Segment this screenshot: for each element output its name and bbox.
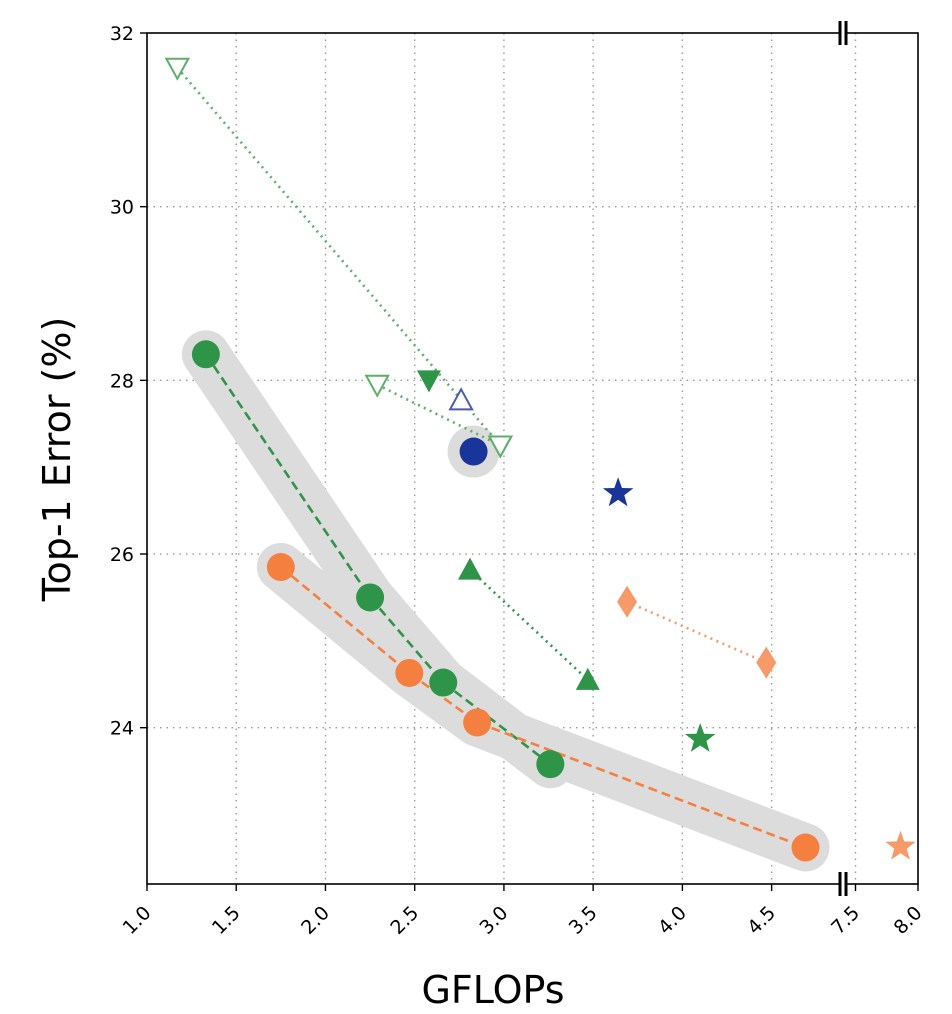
x-tick-label: 1.5: [208, 902, 245, 939]
highlight-band: [181, 330, 575, 789]
axis-break-marks: [838, 21, 848, 896]
triangle-down-marker: [416, 370, 441, 393]
data-points: [164, 57, 916, 862]
y-ticks: 24 26 28 30 32: [110, 23, 147, 740]
triangle-down-open-marker: [487, 435, 514, 459]
series-line: [204, 353, 552, 766]
x-tick-label: 8.0: [890, 902, 927, 939]
highlight-bands: [181, 330, 830, 872]
triangle-down-open-marker: [364, 374, 390, 398]
y-tick-label: 26: [110, 544, 134, 566]
series-line: [176, 66, 502, 447]
series-line: [469, 568, 589, 681]
series-lines: [176, 66, 806, 849]
plot-frame: [146, 32, 919, 885]
y-tick-label: 30: [110, 197, 134, 219]
triangle-up-marker: [575, 667, 600, 690]
triangle-up-open-marker: [448, 387, 474, 411]
star-marker: [602, 477, 634, 507]
x-tick-label: 3.0: [476, 902, 513, 939]
circle-marker: [459, 437, 488, 466]
circle-marker: [395, 658, 424, 687]
x-tick-label: 4.0: [654, 902, 691, 939]
circle-marker: [536, 750, 565, 779]
series-line: [279, 565, 806, 849]
circle-marker: [356, 583, 385, 612]
x-tick-label: 7.5: [827, 902, 864, 939]
highlight-band: [256, 543, 830, 872]
circle-marker: [191, 340, 220, 369]
break-gap: [840, 872, 846, 896]
y-tick-label: 32: [110, 23, 134, 45]
x-tick-label: 2.5: [386, 902, 423, 939]
star-marker: [885, 830, 916, 860]
circle-marker: [791, 833, 820, 862]
x-tick-label: 3.5: [565, 902, 602, 939]
triangle-up-marker: [458, 557, 483, 580]
x-tick-label: 4.5: [743, 902, 780, 939]
break-gap: [840, 21, 846, 45]
x-axis-label: GFLOPs: [421, 968, 564, 1012]
series-line: [626, 600, 767, 664]
y-tick-label: 28: [110, 370, 134, 392]
circle-marker: [429, 668, 458, 697]
diamond-marker: [756, 646, 777, 679]
diamond-marker: [617, 585, 638, 618]
star-marker: [685, 723, 716, 752]
x-tick-label: 2.0: [297, 902, 334, 939]
triangle-down-open-marker: [164, 57, 191, 81]
plot-border: [146, 32, 919, 885]
y-axis-label: Top-1 Error (%): [35, 317, 79, 603]
x-ticks: 1.0 1.5 2.0 2.5 3.0 3.5 4.0 4.5 7.5 8.0: [119, 884, 927, 939]
circle-marker: [266, 553, 295, 582]
y-tick-label: 24: [110, 718, 134, 740]
x-tick-label: 1.0: [119, 902, 156, 939]
circle-marker: [463, 708, 492, 737]
